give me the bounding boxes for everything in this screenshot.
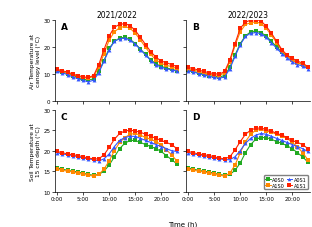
Title: 2021/2022: 2021/2022 xyxy=(96,11,138,20)
Text: B: B xyxy=(192,23,199,32)
Text: D: D xyxy=(192,113,199,122)
Y-axis label: Soil Temperature at
15 cm depth (°C): Soil Temperature at 15 cm depth (°C) xyxy=(30,122,41,180)
Legend: A0S0, A1S0, A0S1, A1S1: A0S0, A1S0, A0S1, A1S1 xyxy=(264,175,308,189)
Text: C: C xyxy=(61,113,67,122)
Title: 2022/2023: 2022/2023 xyxy=(227,11,269,20)
Text: A: A xyxy=(61,23,68,32)
Text: Time (h): Time (h) xyxy=(168,221,197,227)
Y-axis label: Air Temperature at
canopy level (°C): Air Temperature at canopy level (°C) xyxy=(30,34,41,89)
